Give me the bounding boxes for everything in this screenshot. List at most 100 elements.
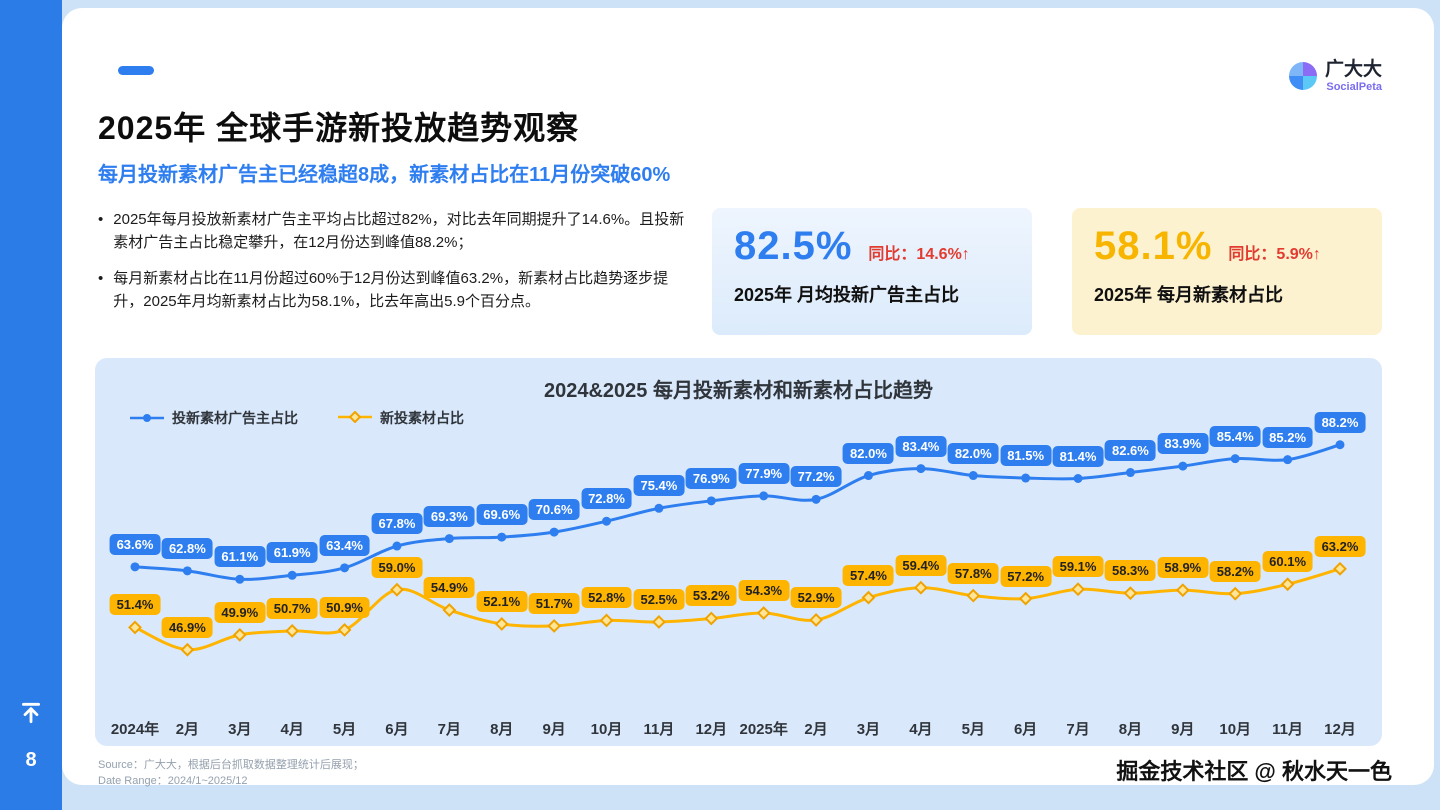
chart-title: 2024&2025 每月投新素材和新素材占比趋势 (544, 380, 933, 402)
data-label-advertiser: 83.4% (895, 435, 947, 457)
data-point-circle (340, 563, 350, 573)
x-axis-label: 6月 (1013, 721, 1038, 738)
data-label-advertiser: 82.0% (947, 442, 999, 464)
data-label-material: 57.4% (843, 564, 894, 586)
data-point-circle (392, 541, 402, 551)
trend-chart (128, 440, 1347, 657)
legend-item-advertiser: 投新素材广告主占比 (130, 408, 298, 428)
bullet-text: 2025年每月投放新素材广告主平均占比超过82%，对比去年同期提升了14.6%。… (113, 211, 685, 252)
x-axis-label: 12月 (1324, 721, 1356, 738)
watermark: 掘金技术社区 @ 秋水天一色 (1116, 759, 1392, 784)
x-axis-label: 4月 (909, 721, 933, 738)
x-axis-label: 4月 (280, 721, 304, 738)
data-label-material: 54.9% (423, 577, 475, 599)
data-point-circle (706, 496, 716, 506)
x-axis-label: 8月 (1118, 721, 1143, 738)
data-point-diamond (232, 627, 247, 642)
x-axis-label: 9月 (1171, 721, 1195, 738)
data-label-material: 59.1% (1052, 556, 1104, 578)
data-point-diamond (1018, 591, 1033, 606)
data-label-advertiser: 81.5% (1000, 445, 1052, 466)
source-text: Source：广大大，根据后台抓取数据整理统计后展现； (98, 759, 364, 771)
x-axis-label: 12月 (695, 721, 728, 738)
bullet-text: 每月新素材占比在11月份超过60%于12月份达到峰值63.2%，新素材占比趋势逐… (113, 269, 669, 310)
data-point-circle (287, 570, 297, 580)
data-point-diamond (390, 582, 404, 597)
back-to-top-button[interactable] (15, 698, 47, 730)
chart-legend: 投新素材广告主占比 新投素材占比 (130, 408, 464, 428)
data-label-advertiser: 69.3% (423, 505, 475, 527)
data-label-material: 57.8% (947, 562, 999, 584)
x-axis-label: 5月 (961, 721, 985, 738)
data-label-material: 59.4% (895, 554, 947, 576)
bullet-item: • 2025年每月投放新素材广告主平均占比超过82%，对比去年同期提升了14.6… (98, 208, 698, 255)
data-label-material: 57.2% (1000, 565, 1052, 587)
data-point-circle (497, 532, 507, 542)
data-label-material: 53.2% (685, 585, 737, 607)
data-point-circle (182, 566, 192, 576)
data-point-diamond (1228, 586, 1243, 601)
stat-value: 58.1% (1094, 224, 1213, 268)
data-label-material: 52.9% (790, 586, 842, 608)
data-point-circle (602, 516, 612, 526)
data-point-diamond (966, 588, 981, 603)
data-label-advertiser: 70.6% (528, 499, 580, 521)
data-point-diamond (651, 615, 666, 629)
data-point-diamond (1071, 582, 1085, 597)
data-label-advertiser: 83.9% (1157, 433, 1209, 455)
data-point-circle (444, 534, 454, 544)
data-point-diamond (1280, 577, 1295, 592)
data-label-material: 60.1% (1262, 551, 1314, 573)
data-point-circle (654, 503, 664, 513)
data-point-circle (235, 574, 245, 584)
data-point-diamond (1333, 561, 1347, 576)
x-axis-label: 7月 (437, 721, 462, 738)
data-point-circle (1230, 454, 1240, 464)
data-label-advertiser: 63.4% (319, 534, 370, 556)
data-point-diamond (494, 617, 509, 631)
x-axis-label: 3月 (228, 721, 252, 738)
data-label-advertiser: 85.2% (1262, 426, 1314, 448)
data-label-material: 52.1% (476, 590, 528, 612)
x-axis-label: 7月 (1066, 721, 1090, 738)
data-point-diamond (180, 642, 195, 657)
x-axis-label: 2024年 (110, 721, 160, 738)
data-label-material: 50.9% (319, 596, 370, 618)
data-point-diamond (128, 620, 142, 635)
data-point-diamond (861, 590, 876, 605)
x-axis-label: 11月 (643, 721, 675, 738)
data-point-circle (916, 464, 926, 474)
data-label-material: 58.3% (1104, 560, 1156, 582)
data-point-diamond (1175, 583, 1190, 598)
data-label-advertiser: 77.9% (738, 462, 790, 484)
data-point-diamond (442, 603, 457, 617)
data-point-circle (1125, 468, 1135, 478)
legend-line-dot-icon (130, 410, 164, 426)
stat-label: 2025年 每月新素材占比 (1094, 285, 1284, 305)
logo-icon (1288, 62, 1317, 91)
data-label-material: 59.0% (371, 556, 423, 578)
data-label-advertiser: 88.2% (1314, 411, 1366, 433)
stat-card-advertiser: 82.5% 同比：14.6%↑ 2025年 月均投新广告主占比 (712, 208, 1032, 335)
data-label-advertiser: 61.1% (214, 546, 266, 568)
stat-yoy: 同比：5.9%↑ (1228, 246, 1321, 263)
data-point-diamond (1123, 586, 1138, 601)
data-label-advertiser: 72.8% (581, 488, 632, 510)
data-label-material: 51.4% (109, 594, 161, 616)
data-point-circle (1335, 440, 1345, 450)
data-label-advertiser: 76.9% (685, 467, 737, 489)
bullet-dot: • (98, 269, 104, 287)
data-point-circle (1178, 461, 1188, 471)
x-axis-label: 2025年 (739, 721, 788, 738)
x-axis-label: 2月 (175, 721, 200, 738)
logo-subtitle: SocialPeta (1326, 80, 1382, 93)
x-axis-label: 5月 (332, 721, 357, 738)
data-label-advertiser: 69.6% (476, 504, 528, 526)
legend-item-material: 新投素材占比 (338, 408, 464, 428)
x-axis-label: 6月 (385, 721, 409, 738)
stat-label: 2025年 月均投新广告主占比 (734, 285, 960, 305)
x-axis-label: 10月 (1219, 721, 1252, 738)
date-range-text: Date Range：2024/1~2025/12 (98, 774, 248, 787)
data-label-material: 51.7% (528, 592, 580, 614)
summary-bullets: • 2025年每月投放新素材广告主平均占比超过82%，对比去年同期提升了14.6… (98, 208, 698, 325)
